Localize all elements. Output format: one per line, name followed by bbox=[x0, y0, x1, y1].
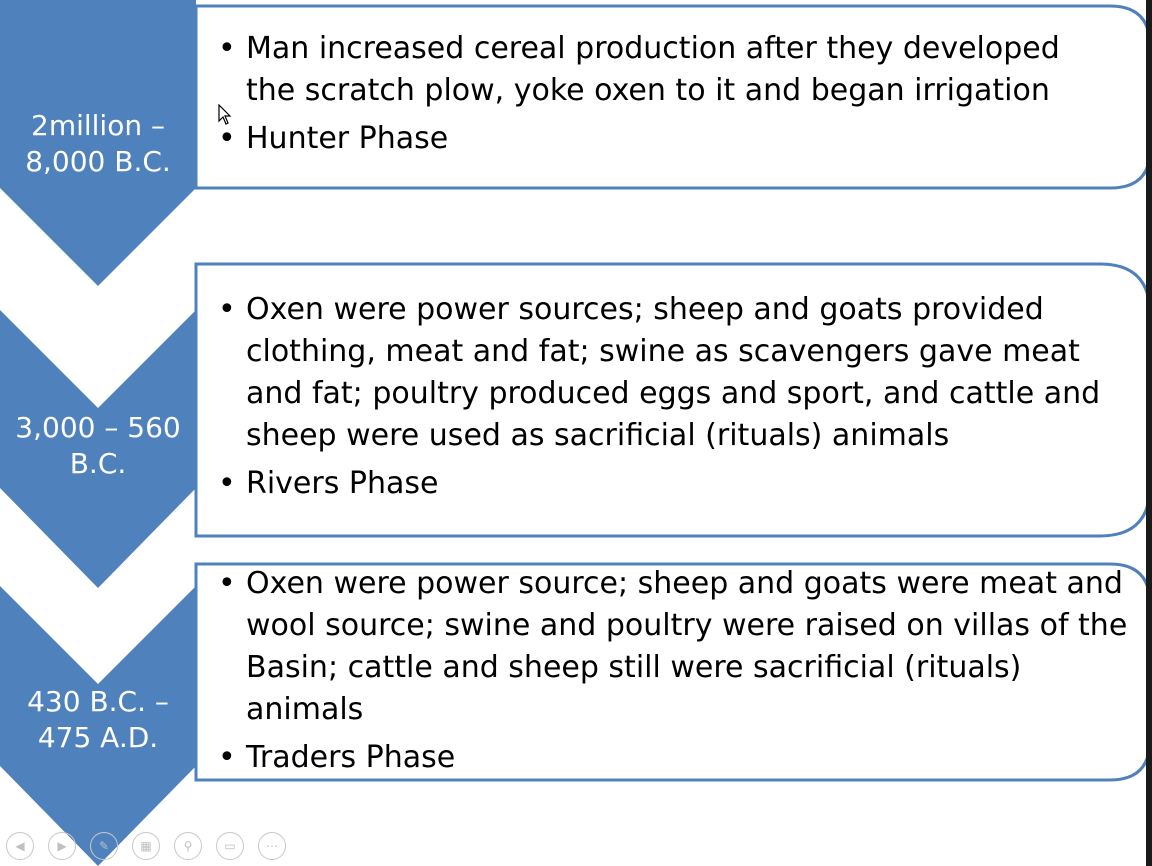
mouse-pointer-icon bbox=[218, 104, 232, 125]
chevron-1 bbox=[0, 0, 196, 286]
slideshow-nav: ◀ ▶ ✎ ▦ ⚲ ▭ ⋯ bbox=[6, 832, 286, 860]
slides-grid-icon[interactable]: ▦ bbox=[132, 832, 160, 860]
bullet-item: Man increased cereal production after th… bbox=[218, 28, 1118, 112]
panel-2-text: Oxen were power sources; sheep and goats… bbox=[218, 289, 1128, 505]
period-label-3: 430 B.C. – 475 A.D. bbox=[0, 684, 196, 756]
window-edge bbox=[1146, 0, 1152, 866]
period-label-line: B.C. bbox=[69, 447, 127, 480]
period-label-line: 475 A.D. bbox=[37, 721, 159, 754]
previous-slide-icon[interactable]: ◀ bbox=[6, 832, 34, 860]
pen-icon[interactable]: ✎ bbox=[90, 832, 118, 860]
period-label-line: 430 B.C. – bbox=[27, 685, 169, 718]
next-slide-icon[interactable]: ▶ bbox=[48, 832, 76, 860]
bullet-item: Rivers Phase bbox=[218, 463, 1128, 505]
bullet-item: Hunter Phase bbox=[218, 118, 1118, 160]
zoom-icon[interactable]: ⚲ bbox=[174, 832, 202, 860]
screen-icon[interactable]: ▭ bbox=[216, 832, 244, 860]
bullet-item: Oxen were power sources; sheep and goats… bbox=[218, 289, 1128, 457]
panel-3-text: Oxen were power source; sheep and goats … bbox=[218, 563, 1143, 779]
period-label-1: 2million – 8,000 B.C. bbox=[0, 108, 196, 180]
more-options-icon[interactable]: ⋯ bbox=[258, 832, 286, 860]
bullet-item: Traders Phase bbox=[218, 737, 1143, 779]
period-label-line: 8,000 B.C. bbox=[25, 145, 171, 178]
period-label-line: 3,000 – 560 bbox=[15, 411, 181, 444]
chevron-2 bbox=[0, 310, 196, 588]
chevron-3 bbox=[0, 586, 196, 866]
period-label-2: 3,000 – 560 B.C. bbox=[0, 410, 196, 482]
panel-1-text: Man increased cereal production after th… bbox=[218, 28, 1118, 160]
bullet-item: Oxen were power source; sheep and goats … bbox=[218, 563, 1143, 731]
period-label-line: 2million – bbox=[31, 109, 165, 142]
